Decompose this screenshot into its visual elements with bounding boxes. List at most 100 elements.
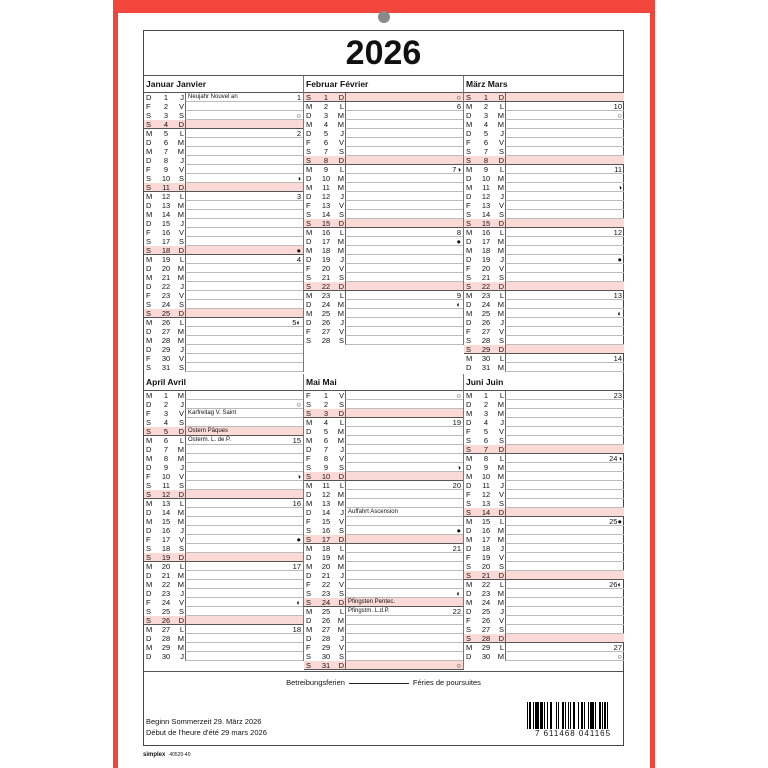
note-cell[interactable]: [185, 490, 303, 499]
note-cell[interactable]: ○: [345, 93, 463, 102]
note-cell[interactable]: ◑: [185, 472, 303, 481]
note-cell[interactable]: [345, 309, 463, 318]
note-cell[interactable]: [185, 147, 303, 156]
note-cell[interactable]: [505, 607, 624, 616]
note-cell[interactable]: Pfingsten Pentec.: [345, 598, 463, 607]
note-cell[interactable]: 16: [185, 499, 303, 508]
note-cell[interactable]: [345, 183, 463, 192]
note-cell[interactable]: [505, 201, 624, 210]
note-cell[interactable]: [345, 318, 463, 327]
note-cell[interactable]: 26◐: [505, 580, 624, 589]
note-cell[interactable]: [345, 436, 463, 445]
note-cell[interactable]: [185, 228, 303, 237]
note-cell[interactable]: [185, 553, 303, 562]
note-cell[interactable]: ◑: [345, 463, 463, 472]
note-cell[interactable]: ○: [505, 652, 624, 661]
note-cell[interactable]: 25●: [505, 517, 624, 526]
note-cell[interactable]: [345, 192, 463, 201]
note-cell[interactable]: [505, 264, 624, 273]
note-cell[interactable]: [185, 454, 303, 463]
note-cell[interactable]: [345, 400, 463, 409]
note-cell[interactable]: [505, 156, 624, 165]
note-cell[interactable]: [345, 327, 463, 336]
note-cell[interactable]: [345, 634, 463, 643]
note-cell[interactable]: [185, 508, 303, 517]
note-cell[interactable]: [345, 246, 463, 255]
note-cell[interactable]: [505, 129, 624, 138]
note-cell[interactable]: 9: [345, 291, 463, 300]
note-cell[interactable]: [185, 652, 303, 661]
note-cell[interactable]: [345, 562, 463, 571]
note-cell[interactable]: [505, 363, 624, 372]
note-cell[interactable]: [345, 427, 463, 436]
note-cell[interactable]: [345, 273, 463, 282]
note-cell[interactable]: 12: [505, 228, 624, 237]
note-cell[interactable]: [185, 273, 303, 282]
note-cell[interactable]: [505, 237, 624, 246]
note-cell[interactable]: [505, 508, 624, 517]
note-cell[interactable]: [185, 481, 303, 490]
note-cell[interactable]: [505, 282, 624, 291]
note-cell[interactable]: Karfreitag V. Saint: [185, 409, 303, 418]
note-cell[interactable]: 5◐: [185, 318, 303, 327]
note-cell[interactable]: [505, 120, 624, 129]
note-cell[interactable]: [185, 643, 303, 652]
note-cell[interactable]: [185, 571, 303, 580]
note-cell[interactable]: [505, 345, 624, 354]
note-cell[interactable]: [505, 526, 624, 535]
note-cell[interactable]: 8: [345, 228, 463, 237]
note-cell[interactable]: [345, 454, 463, 463]
note-cell[interactable]: 14: [505, 354, 624, 363]
note-cell[interactable]: ◐: [345, 589, 463, 598]
note-cell[interactable]: [185, 102, 303, 111]
note-cell[interactable]: [345, 490, 463, 499]
note-cell[interactable]: ◐: [505, 309, 624, 318]
note-cell[interactable]: ●: [185, 535, 303, 544]
note-cell[interactable]: [345, 210, 463, 219]
note-cell[interactable]: 24◑: [505, 454, 624, 463]
note-cell[interactable]: [345, 129, 463, 138]
note-cell[interactable]: [185, 607, 303, 616]
note-cell[interactable]: [345, 580, 463, 589]
note-cell[interactable]: [505, 490, 624, 499]
note-cell[interactable]: [185, 445, 303, 454]
note-cell[interactable]: [185, 391, 303, 400]
note-cell[interactable]: [505, 445, 624, 454]
note-cell[interactable]: ○: [345, 391, 463, 400]
note-cell[interactable]: [345, 652, 463, 661]
note-cell[interactable]: [185, 282, 303, 291]
note-cell[interactable]: [185, 309, 303, 318]
note-cell[interactable]: ●: [345, 237, 463, 246]
note-cell[interactable]: [345, 336, 463, 345]
note-cell[interactable]: ◐: [185, 598, 303, 607]
note-cell[interactable]: [505, 318, 624, 327]
note-cell[interactable]: [345, 571, 463, 580]
note-cell[interactable]: [505, 300, 624, 309]
note-cell[interactable]: [185, 210, 303, 219]
note-cell[interactable]: [185, 634, 303, 643]
note-cell[interactable]: [505, 192, 624, 201]
note-cell[interactable]: [345, 138, 463, 147]
note-cell[interactable]: ●: [345, 526, 463, 535]
note-cell[interactable]: [185, 589, 303, 598]
note-cell[interactable]: Auffahrt Ascension: [345, 508, 463, 517]
note-cell[interactable]: [505, 553, 624, 562]
note-cell[interactable]: [505, 463, 624, 472]
note-cell[interactable]: [345, 409, 463, 418]
note-cell[interactable]: [345, 201, 463, 210]
note-cell[interactable]: [505, 481, 624, 490]
note-cell[interactable]: 10: [505, 102, 624, 111]
note-cell[interactable]: [345, 472, 463, 481]
note-cell[interactable]: [345, 120, 463, 129]
note-cell[interactable]: [185, 517, 303, 526]
note-cell[interactable]: [185, 354, 303, 363]
note-cell[interactable]: ◑: [185, 174, 303, 183]
note-cell[interactable]: [505, 336, 624, 345]
note-cell[interactable]: 18: [185, 625, 303, 634]
note-cell[interactable]: [345, 156, 463, 165]
note-cell[interactable]: [505, 634, 624, 643]
note-cell[interactable]: 17: [185, 562, 303, 571]
note-cell[interactable]: [185, 237, 303, 246]
note-cell[interactable]: ○: [185, 400, 303, 409]
note-cell[interactable]: ◐: [345, 300, 463, 309]
